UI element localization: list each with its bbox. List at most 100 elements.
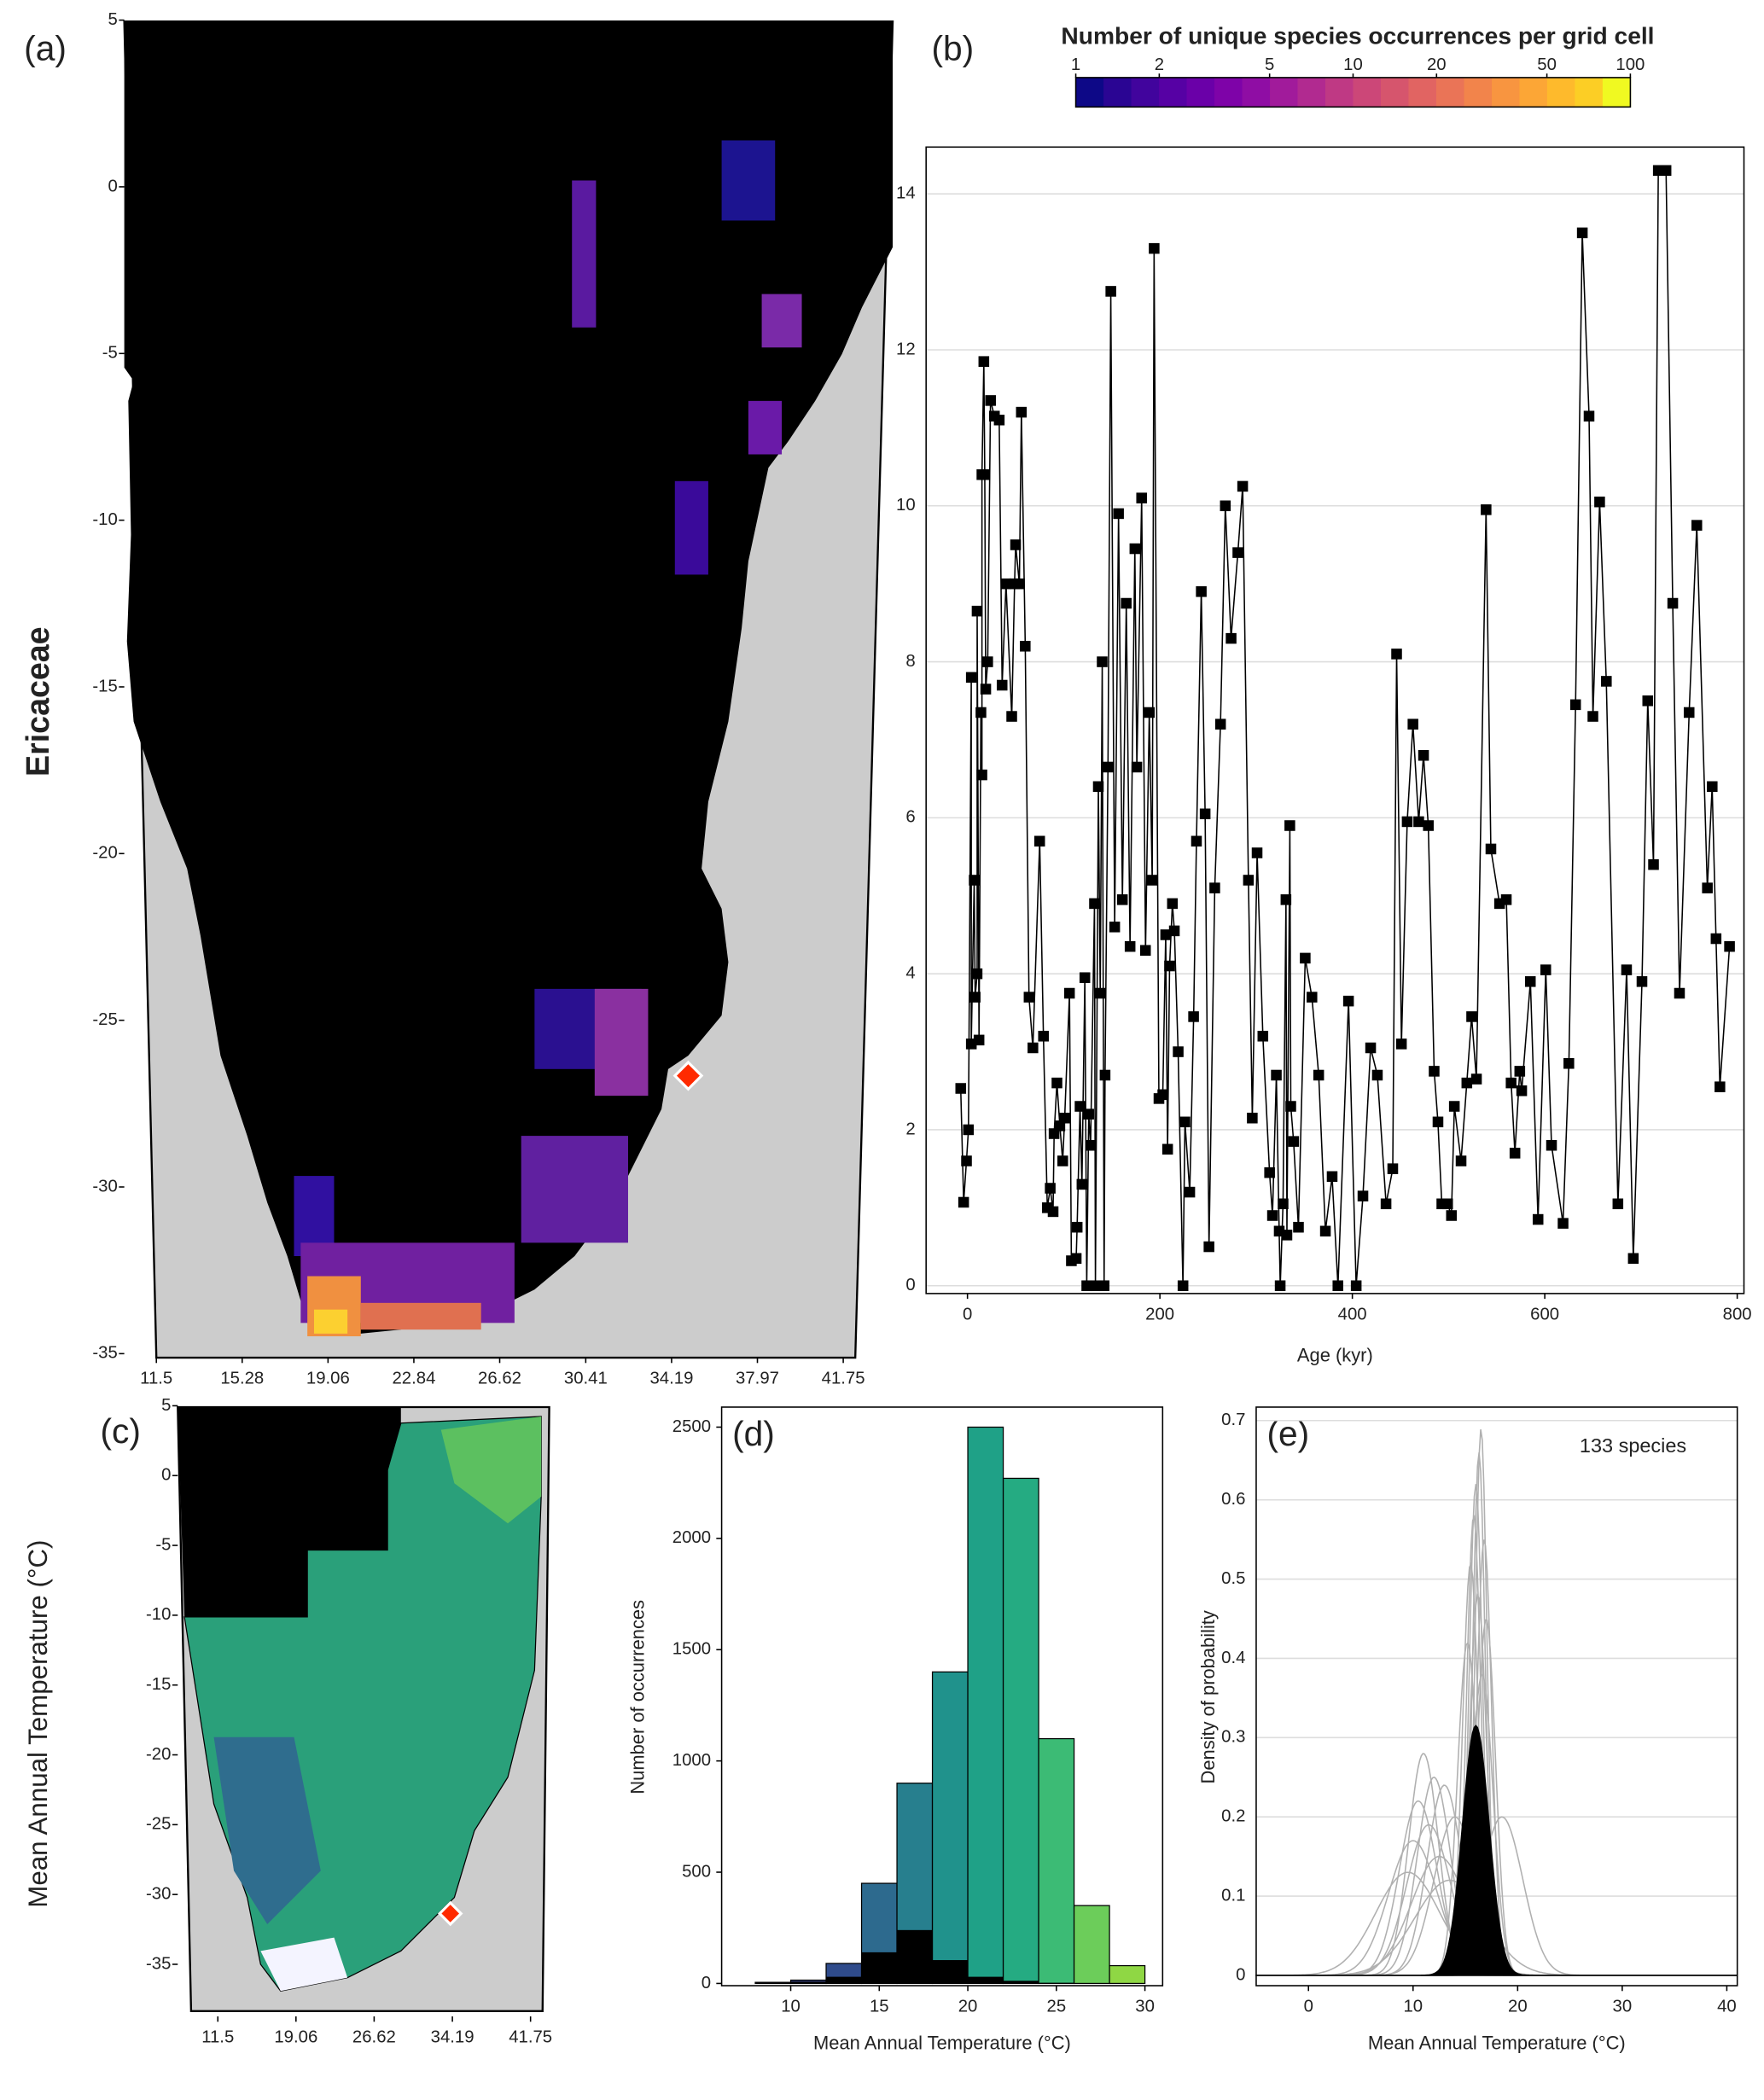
- data-point: [1116, 894, 1128, 905]
- y-tick-label: -35: [146, 1954, 171, 1973]
- data-point: [1028, 1042, 1039, 1054]
- data-point: [1401, 816, 1413, 828]
- data-point: [1000, 578, 1012, 590]
- bar: [968, 1976, 1004, 1984]
- data-point: [1319, 1225, 1331, 1237]
- data-point: [1332, 1280, 1343, 1292]
- data-point: [1020, 641, 1031, 652]
- y-tick-label: 0.3: [1221, 1728, 1245, 1747]
- x-tick-label: 37.97: [736, 1369, 779, 1387]
- y-tick-label: -35: [92, 1344, 117, 1363]
- data-point: [1157, 1089, 1168, 1101]
- colorbar-cell: [1408, 77, 1437, 108]
- data-point: [1124, 940, 1136, 952]
- y-tick-label: 5: [161, 1396, 171, 1415]
- data-point: [1057, 1155, 1068, 1166]
- y-tick-label: -30: [92, 1177, 117, 1195]
- data-point: [1500, 894, 1512, 905]
- x-tick-label: 30.41: [564, 1369, 608, 1387]
- x-tick-label: 400: [1338, 1305, 1367, 1323]
- data-point: [1300, 952, 1311, 964]
- colorbar-cell: [1464, 77, 1493, 108]
- land: [124, 21, 894, 1336]
- plot-frame: [925, 146, 1745, 1294]
- y-tick-label: 0.2: [1221, 1807, 1245, 1826]
- data-point: [1627, 1253, 1639, 1265]
- data-point: [1612, 1198, 1624, 1210]
- data-point: [1094, 987, 1106, 999]
- data-point: [1146, 875, 1158, 886]
- y-tick-label: 1500: [672, 1640, 711, 1659]
- y-tick-label: -5: [155, 1535, 171, 1554]
- data-point: [1059, 1112, 1070, 1124]
- data-point: [958, 1196, 969, 1208]
- y-tick-label: 8: [905, 652, 915, 671]
- data-point: [1076, 1178, 1088, 1190]
- colorbar-tick-label: 20: [1427, 55, 1447, 74]
- data-point: [1071, 1221, 1083, 1233]
- data-point: [1715, 1081, 1726, 1092]
- y-tick-label: 0.5: [1221, 1569, 1245, 1588]
- occurrence-cells: [294, 140, 802, 1336]
- data-point: [973, 1034, 985, 1046]
- data-point: [1264, 1166, 1275, 1178]
- colorbar-tick-label: 2: [1155, 55, 1164, 74]
- data-point: [1557, 1218, 1569, 1229]
- colorbar-cell: [1186, 77, 1215, 108]
- bar: [931, 1671, 969, 1985]
- data-point: [1074, 1101, 1086, 1112]
- y-tick-label: 0: [1236, 1965, 1245, 1984]
- warm-zone: [440, 1416, 542, 1524]
- data-point: [1667, 597, 1679, 609]
- data-point: [1099, 1069, 1111, 1081]
- no-data: [260, 1937, 348, 1992]
- y-tick-label: 0: [108, 177, 117, 195]
- bar: [1073, 1905, 1110, 1985]
- panel-label: (d): [732, 1414, 775, 1453]
- colorbar-cell: [1380, 77, 1410, 108]
- data-point: [1045, 1183, 1056, 1194]
- data-point: [1281, 1230, 1293, 1241]
- colorbar-title: Number of unique species occurrences per…: [1061, 21, 1654, 49]
- data-point: [1710, 933, 1722, 945]
- data-point: [1350, 1280, 1362, 1292]
- bar: [897, 1929, 933, 1984]
- y-tick-label: 2000: [672, 1528, 711, 1547]
- data-point: [1642, 695, 1654, 707]
- land: [178, 1406, 401, 1617]
- bar: [790, 1981, 827, 1984]
- data-point: [1466, 1011, 1477, 1022]
- y-tick-label: 500: [682, 1862, 711, 1881]
- data-point: [1173, 1046, 1184, 1057]
- data-point: [1266, 1210, 1278, 1221]
- x-tick-label: 19.06: [306, 1369, 350, 1387]
- y-tick-label: 10: [896, 496, 916, 515]
- data-point: [1601, 676, 1612, 687]
- data-point: [1516, 1085, 1528, 1097]
- data-point: [1313, 1069, 1324, 1081]
- y-tick-label: -15: [146, 1675, 171, 1694]
- data-point: [1247, 1112, 1258, 1124]
- data-point: [1621, 964, 1633, 975]
- data-point: [1016, 406, 1028, 418]
- data-point: [978, 356, 990, 367]
- data-point: [1038, 1031, 1049, 1042]
- data-point: [1357, 1190, 1369, 1201]
- data-point: [1191, 835, 1202, 847]
- x-tick-label: 25: [1047, 1997, 1067, 2016]
- panel-label: (b): [931, 28, 974, 67]
- data-point: [1070, 1253, 1082, 1265]
- data-point: [1293, 1221, 1304, 1233]
- y-tick-label: -20: [92, 844, 117, 863]
- colorbar-cell: [1159, 77, 1188, 108]
- data-point: [1105, 286, 1116, 297]
- y-tick-label: -10: [146, 1605, 171, 1624]
- bar: [932, 1960, 969, 1984]
- x-tick-label: 19.06: [274, 2027, 317, 2046]
- data-point: [971, 968, 983, 980]
- colorbar-cell: [1546, 77, 1576, 108]
- x-tick-label: 800: [1723, 1305, 1752, 1323]
- colorbar-cell: [1131, 77, 1160, 108]
- y-tick-label: 0.4: [1221, 1649, 1245, 1667]
